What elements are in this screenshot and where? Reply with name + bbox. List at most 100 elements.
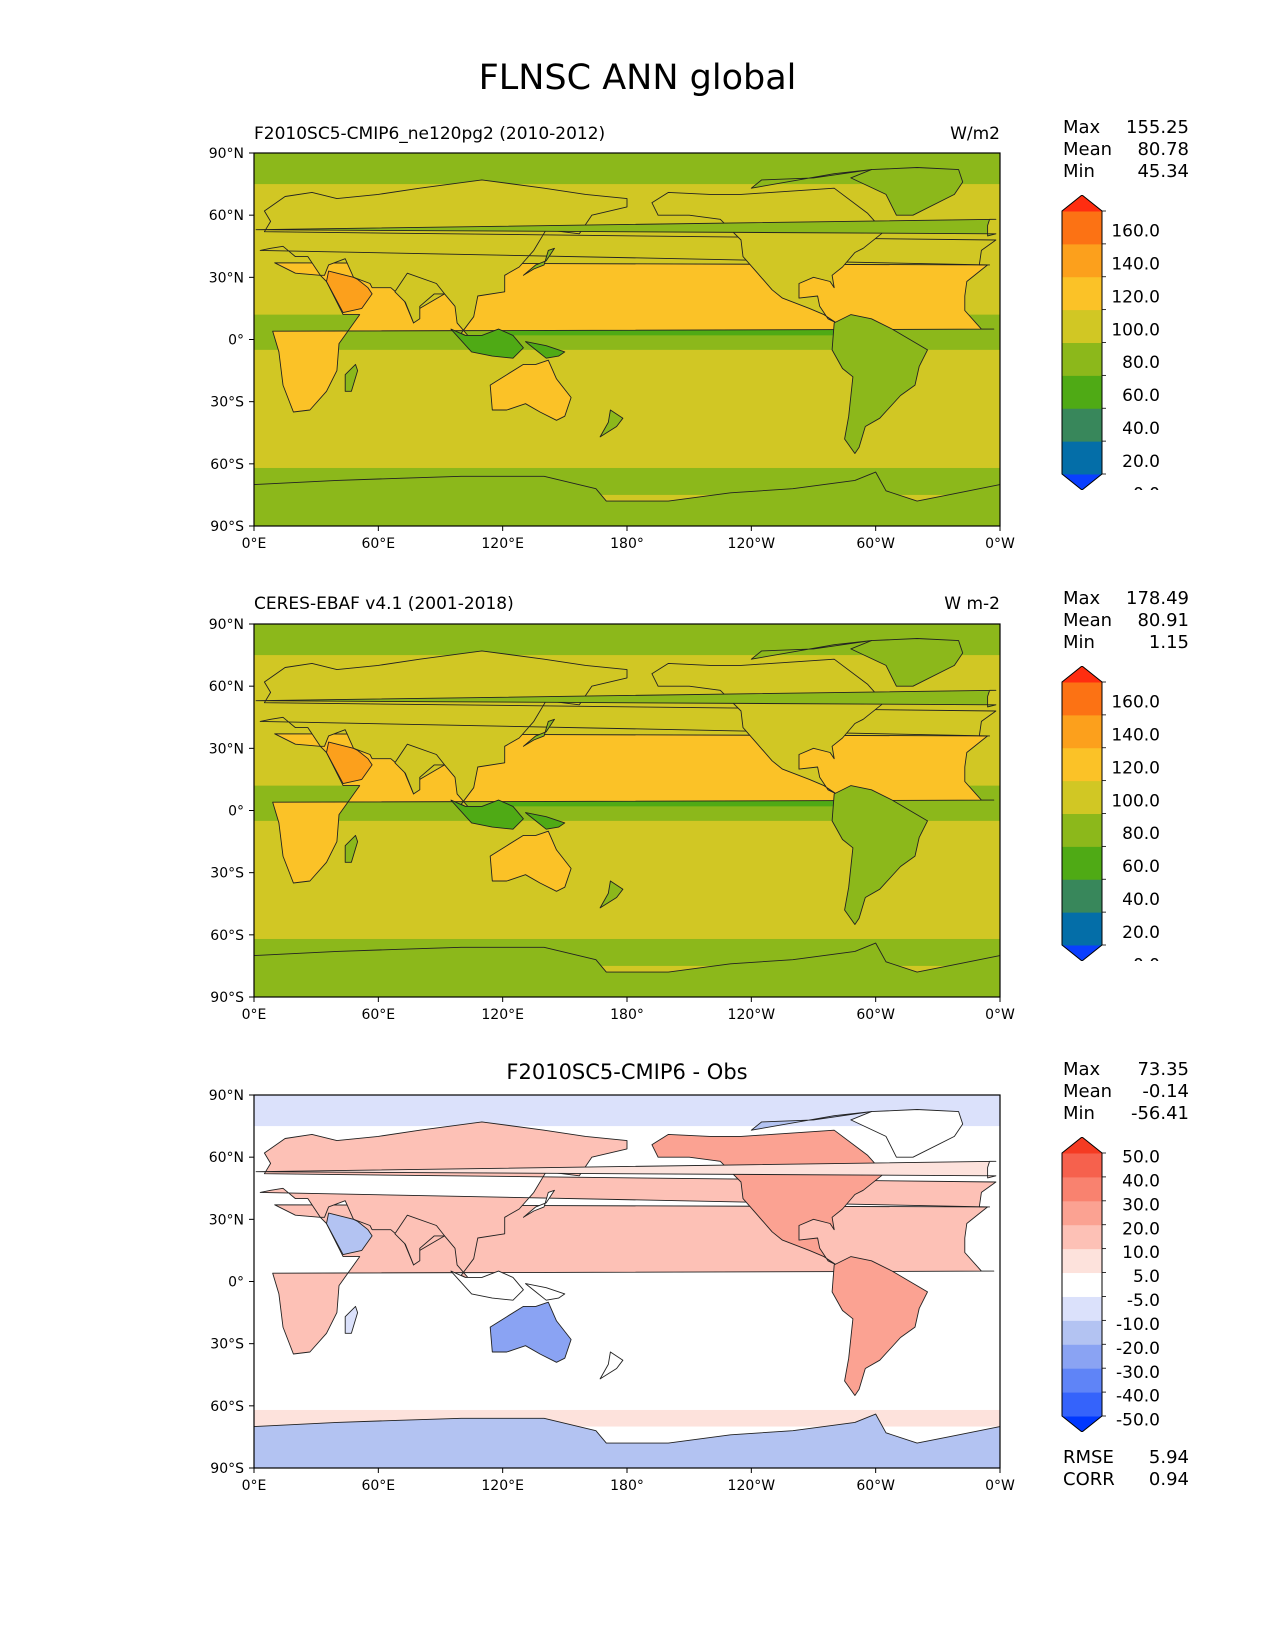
- panel-1-left-title: F2010SC5-CMIP6_ne120pg2 (2010-2012): [254, 124, 606, 144]
- panel-2-left-title: CERES-EBAF v4.1 (2001-2018): [254, 594, 514, 614]
- colorbar-segment: [1062, 879, 1102, 913]
- lat-tick-label: 90°N: [209, 617, 244, 633]
- colorbar-segment: [1062, 1248, 1102, 1274]
- colorbar-label: 10.0: [1122, 1243, 1160, 1263]
- colorbar-label: 20.0: [1122, 1219, 1160, 1239]
- colorbar-label: 160.0: [1111, 693, 1160, 713]
- lon-tick-label: 60°E: [361, 1478, 395, 1494]
- coastline-arctic_isl: [750, 640, 872, 660]
- panel-2-map: 0°E 60°E 120°E 180° 120°W 60°W 0°W 90°N 60°N 30°N…: [209, 617, 1015, 1023]
- colorbar-segment: [1062, 342, 1102, 376]
- lon-tick-label: 180°: [610, 536, 644, 552]
- colorbar-label: 0.0: [1133, 485, 1160, 490]
- coastline-australia: [489, 1301, 572, 1363]
- colorbar-segment: [1062, 1272, 1102, 1297]
- stat-max: Max 73.35: [1063, 1059, 1189, 1080]
- coastline-arabia: [326, 1212, 373, 1256]
- colorbar-extend-top: [1062, 1137, 1102, 1153]
- colorbar-segment: [1062, 1224, 1102, 1250]
- coastline-arabia: [326, 270, 373, 314]
- colorbar-seam: [1062, 681, 1102, 683]
- coastline-australia: [489, 830, 572, 892]
- lon-tick-label: 180°: [610, 1478, 644, 1494]
- colorbar-segment: [1062, 1176, 1102, 1202]
- colorbar-segment: [1062, 243, 1102, 278]
- panel-3-stats: Max 73.35 Mean -0.14 Min -56.41: [1063, 1059, 1189, 1125]
- colorbar-segment: [1062, 1392, 1102, 1417]
- colorbar-segment: [1062, 714, 1102, 749]
- colorbar-segment: [1062, 747, 1102, 782]
- metric-corr: CORR 0.94: [1063, 1469, 1189, 1490]
- lat-tick-label: 90°S: [210, 990, 244, 1006]
- coastline-madagascar: [344, 834, 359, 863]
- lat-tick-label: 60°S: [210, 457, 244, 473]
- colorbar-segment: [1062, 1368, 1102, 1393]
- lon-tick-label: 180°: [610, 1007, 644, 1023]
- coastline-indonesia: [450, 328, 524, 359]
- coastline-nz: [599, 409, 624, 438]
- coastline-greenland: [850, 167, 964, 216]
- colorbar-label: 30.0: [1122, 1195, 1160, 1215]
- coastline-nz: [599, 880, 624, 909]
- colorbar-segment: [1062, 813, 1102, 847]
- lon-tick-label: 60°W: [856, 536, 895, 552]
- lat-tick-label: 30°S: [210, 866, 244, 882]
- colorbar-segment: [1062, 1296, 1102, 1321]
- coastline-india: [394, 272, 446, 324]
- lon-tick-label: 60°W: [856, 1478, 895, 1494]
- lon-tick-label: 0°W: [985, 1478, 1015, 1494]
- lon-tick-label: 60°E: [361, 1007, 395, 1023]
- panel-3-map: 0°E 60°E 120°E 180° 120°W 60°W 0°W 90°N 60°N 30°N…: [209, 1088, 1015, 1494]
- stat-mean: Mean -0.14: [1063, 1081, 1189, 1102]
- lat-tick-label: 60°N: [209, 1150, 244, 1166]
- stat-mean: Mean 80.78: [1063, 139, 1189, 160]
- colorbar-label: 50.0: [1122, 1148, 1160, 1168]
- coastline-uk: [255, 689, 997, 708]
- lat-tick-label: 30°S: [210, 1337, 244, 1353]
- coastline-newguinea: [525, 1283, 566, 1301]
- colorbar-label: 20.0: [1122, 923, 1160, 943]
- coastline-australia: [489, 359, 572, 421]
- lat-tick-label: 60°N: [209, 208, 244, 224]
- coastline-madagascar: [344, 1305, 359, 1334]
- coastline-india: [394, 743, 446, 795]
- stat-min: Min 45.34: [1063, 161, 1189, 182]
- metric-rmse: RMSE 5.94: [1063, 1447, 1189, 1468]
- colorbar-extend-top: [1062, 666, 1102, 682]
- stat-min: Min 1.15: [1063, 632, 1189, 653]
- lon-tick-label: 0°E: [242, 1007, 267, 1023]
- lon-tick-label: 60°E: [361, 536, 395, 552]
- lat-tick-label: 30°N: [209, 1212, 244, 1228]
- lon-tick-label: 120°W: [728, 1478, 776, 1494]
- colorbar-extend-bottom: [1062, 1416, 1102, 1432]
- lon-tick-label: 0°W: [985, 1007, 1015, 1023]
- colorbar-label: 5.0: [1133, 1267, 1160, 1287]
- lat-tick-label: 0°: [228, 804, 244, 820]
- stat-mean: Mean 80.91: [1063, 610, 1189, 631]
- colorbar-label: 160.0: [1111, 222, 1160, 242]
- panel-2-units: W m-2: [944, 594, 1000, 614]
- colorbar-label: 40.0: [1122, 890, 1160, 910]
- colorbar-label: -30.0: [1116, 1363, 1160, 1383]
- lon-tick-label: 120°E: [481, 1007, 524, 1023]
- coastline-arabia: [326, 741, 373, 785]
- panel-1-stats: Max 155.25 Mean 80.78 Min 45.34: [1063, 117, 1189, 183]
- lat-tick-label: 90°N: [209, 146, 244, 162]
- panel-1-map: 0°E 60°E 120°E 180° 120°W 60°W 0°W 90°N 60°N 30°N…: [209, 146, 1015, 552]
- colorbar-label: 100.0: [1111, 320, 1160, 340]
- coastline-samerica: [831, 1256, 928, 1396]
- colorbar-label: 40.0: [1122, 1171, 1160, 1191]
- coastline-india: [394, 1214, 446, 1266]
- colorbar-label: 120.0: [1111, 287, 1160, 307]
- colorbar-label: 100.0: [1111, 791, 1160, 811]
- lat-tick-label: 60°N: [209, 679, 244, 695]
- coastline-madagascar: [344, 363, 359, 392]
- panel-3-metrics: RMSE 5.94 CORR 0.94: [1063, 1447, 1189, 1491]
- coastline-greenland: [850, 638, 964, 687]
- colorbar-label: -20.0: [1116, 1339, 1160, 1359]
- stat-min: Min -56.41: [1063, 1103, 1189, 1124]
- colorbar-seam: [1062, 1152, 1102, 1154]
- colorbar-segment: [1062, 780, 1102, 814]
- colorbar-label: -40.0: [1116, 1387, 1160, 1407]
- colorbar-label: 80.0: [1122, 353, 1160, 373]
